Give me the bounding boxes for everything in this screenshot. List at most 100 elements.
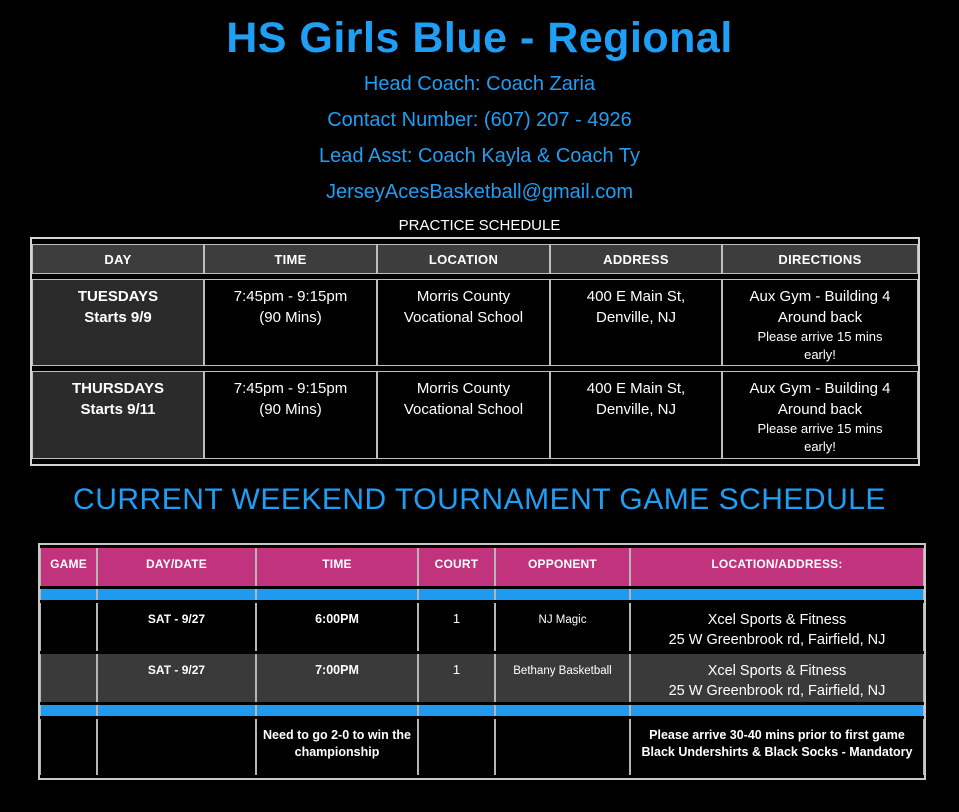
practice-location-text2: Vocational School [403, 401, 524, 418]
practice-address-text: 400 E Main St, [586, 380, 686, 397]
game-number-cell [40, 654, 97, 702]
spacer-cell [418, 589, 495, 600]
game-col-court: COURT [418, 548, 495, 586]
arrival-note-cell: Please arrive 30-40 mins prior to first … [630, 719, 924, 775]
game-row-1: SAT - 9/27 6:00PM 1 NJ Magic Xcel Sports… [40, 603, 924, 651]
practice-address-text2: Denville, NJ [595, 401, 677, 418]
game-time-cell: 6:00PM [256, 603, 418, 651]
game-opponent-cell: NJ Magic [495, 603, 630, 651]
practice-location-text2: Vocational School [403, 309, 524, 326]
game-opponent-cell: Bethany Basketball [495, 654, 630, 702]
practice-directions-text: Aux Gym - Building 4 [749, 380, 891, 397]
practice-location-text: Morris County [416, 380, 511, 397]
practice-time-text: 7:45pm - 9:15pm [233, 380, 348, 397]
game-location-address-text: 25 W Greenbrook rd, Fairfield, NJ [668, 632, 886, 648]
practice-day-start-text: Starts 9/9 [84, 309, 152, 326]
game-time-text: 7:00PM [315, 663, 359, 677]
spacer-cell [630, 705, 924, 716]
notes-row: Need to go 2-0 to win the championship P… [40, 719, 924, 775]
game-court-cell: 1 [418, 654, 495, 702]
game-daydate-text: SAT - 9/27 [147, 612, 206, 626]
practice-duration-text: (90 Mins) [259, 401, 322, 418]
game-daydate-cell: SAT - 9/27 [97, 654, 256, 702]
practice-row-thursdays: THURSDAYS Starts 9/11 7:45pm - 9:15pm (9… [32, 371, 918, 459]
practice-col-address: ADDRESS [550, 244, 722, 274]
practice-location-cell: Morris County Vocational School [377, 279, 550, 366]
practice-address-cell: 400 E Main St, Denville, NJ [550, 371, 722, 459]
practice-schedule-table: DAY TIME LOCATION ADDRESS DIRECTIONS TUE… [30, 237, 920, 466]
practice-address-text2: Denville, NJ [595, 309, 677, 326]
game-court-cell: 1 [418, 603, 495, 651]
game-location-address-text: 25 W Greenbrook rd, Fairfield, NJ [668, 683, 886, 699]
spacer-cell [495, 705, 630, 716]
tournament-game-table: GAME DAY/DATE TIME COURT OPPONENT LOCATI… [38, 543, 926, 780]
championship-note-text: Need to go 2-0 to win the [263, 728, 411, 742]
practice-time-text: 7:45pm - 9:15pm [233, 288, 348, 305]
championship-note-text2: championship [294, 745, 380, 759]
game-col-location: LOCATION/ADDRESS: [630, 548, 924, 586]
practice-row-tuesdays: TUESDAYS Starts 9/9 7:45pm - 9:15pm (90 … [32, 279, 918, 366]
practice-time-cell: 7:45pm - 9:15pm (90 Mins) [204, 279, 377, 366]
game-opponent-text: NJ Magic [538, 614, 587, 626]
practice-col-directions: DIRECTIONS [722, 244, 918, 274]
practice-day-start-text: Starts 9/11 [80, 401, 156, 418]
practice-day-text: TUESDAYS [77, 288, 159, 305]
game-location-text: Xcel Sports & Fitness [707, 663, 847, 679]
page-title: HS Girls Blue - Regional [226, 14, 733, 62]
game-col-opponent: OPPONENT [495, 548, 630, 586]
contact-number-line: Contact Number: (607) 207 - 4926 [327, 109, 632, 131]
game-number-cell [40, 603, 97, 651]
spacer-cell [97, 589, 256, 600]
game-time-cell: 7:00PM [256, 654, 418, 702]
spacer-cell [256, 589, 418, 600]
spacer-cell [495, 589, 630, 600]
spacer-cell [418, 705, 495, 716]
blue-spacer-row [40, 589, 924, 600]
championship-note-cell: Need to go 2-0 to win the championship [256, 719, 418, 775]
game-court-text: 1 [452, 662, 461, 677]
spacer-cell [256, 705, 418, 716]
lead-asst-line: Lead Asst: Coach Kayla & Coach Ty [319, 145, 640, 167]
game-daydate-cell: SAT - 9/27 [97, 603, 256, 651]
email-line: JerseyAcesBasketball@gmail.com [325, 181, 634, 203]
practice-duration-text: (90 Mins) [259, 309, 322, 326]
spacer-cell [97, 705, 256, 716]
practice-address-cell: 400 E Main St, Denville, NJ [550, 279, 722, 366]
blue-spacer-row [40, 705, 924, 716]
practice-col-time: TIME [204, 244, 377, 274]
spacer-cell [630, 589, 924, 600]
dress-code-note-text: Black Undershirts & Black Socks - Mandat… [641, 745, 913, 759]
practice-location-cell: Morris County Vocational School [377, 371, 550, 459]
game-daydate-text: SAT - 9/27 [147, 663, 206, 677]
spacer-cell [40, 705, 97, 716]
game-location-cell: Xcel Sports & Fitness 25 W Greenbrook rd… [630, 654, 924, 702]
tournament-schedule-title: CURRENT WEEKEND TOURNAMENT GAME SCHEDULE [73, 483, 886, 516]
game-row-2: SAT - 9/27 7:00PM 1 Bethany Basketball X… [40, 654, 924, 702]
game-court-text: 1 [452, 611, 461, 626]
practice-time-cell: 7:45pm - 9:15pm (90 Mins) [204, 371, 377, 459]
practice-directions-cell: Aux Gym - Building 4 Around back Please … [722, 371, 918, 459]
head-coach-line: Head Coach: Coach Zaria [363, 73, 596, 95]
game-col-time: TIME [256, 548, 418, 586]
spacer-cell [40, 589, 97, 600]
empty-cell [40, 719, 97, 775]
game-col-daydate: DAY/DATE [97, 548, 256, 586]
practice-directions-cell: Aux Gym - Building 4 Around back Please … [722, 279, 918, 366]
arrival-note-text: Please arrive 30-40 mins prior to first … [649, 728, 905, 742]
practice-col-day: DAY [32, 244, 204, 274]
practice-directions-note2: early! [804, 347, 836, 362]
practice-directions-note2: early! [804, 439, 836, 454]
game-header-row: GAME DAY/DATE TIME COURT OPPONENT LOCATI… [40, 548, 924, 586]
practice-directions-note: Please arrive 15 mins [757, 421, 883, 436]
empty-cell [495, 719, 630, 775]
practice-location-text: Morris County [416, 288, 511, 305]
game-location-text: Xcel Sports & Fitness [707, 612, 847, 628]
empty-cell [418, 719, 495, 775]
practice-directions-text: Aux Gym - Building 4 [749, 288, 891, 305]
practice-day-text: THURSDAYS [72, 380, 164, 397]
practice-address-text: 400 E Main St, [586, 288, 686, 305]
practice-directions-text2: Around back [777, 401, 863, 418]
practice-directions-text2: Around back [777, 309, 863, 326]
practice-directions-note: Please arrive 15 mins [757, 329, 883, 344]
